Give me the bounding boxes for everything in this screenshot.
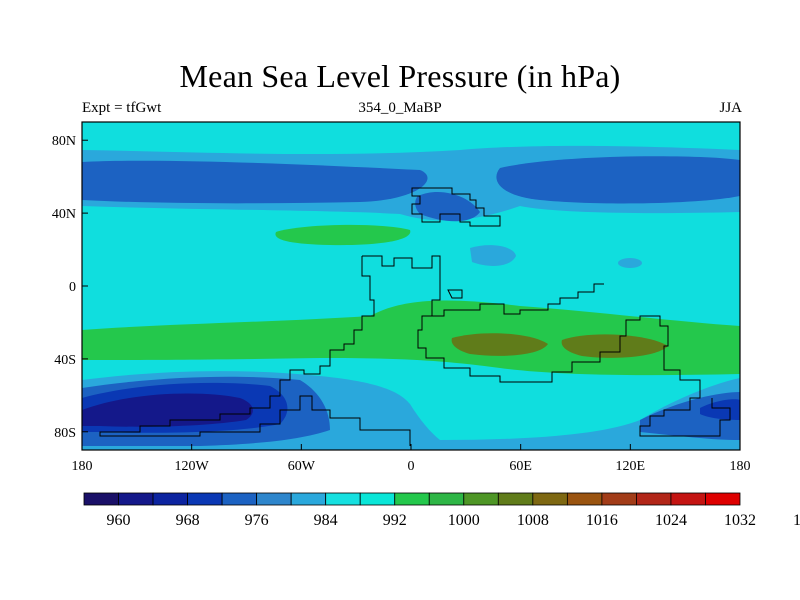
colorbar-swatch [463, 492, 499, 506]
colorbar-swatch [532, 492, 568, 506]
time-label: 354_0_MaBP [358, 100, 442, 116]
gondwana-west-coast [362, 255, 731, 437]
colorbar-swatch [636, 492, 672, 506]
south-high-core-east [561, 334, 668, 358]
asia-low [618, 258, 642, 268]
africa-low [470, 245, 516, 266]
northern-continent-coast [411, 187, 501, 227]
x-tick-label: 60E [509, 459, 532, 474]
south-high-core-west [451, 333, 548, 356]
x-tick-label: 120E [616, 459, 646, 474]
colorbar-swatch [221, 492, 258, 506]
y-tick-label: 80N [52, 134, 76, 149]
south-deepest-low [82, 393, 253, 427]
colorbar [83, 492, 741, 506]
colorbar-swatch [83, 492, 119, 506]
south-high-belt [82, 300, 740, 376]
colorbar-swatch [118, 492, 154, 506]
x-tick-label: 180 [730, 459, 751, 474]
map-title: Mean Sea Level Pressure (in hPa) [179, 58, 621, 94]
north-high [275, 224, 411, 246]
colorbar-swatch [394, 492, 430, 506]
y-tick-label: 40N [52, 207, 76, 222]
colorbar-swatch [705, 492, 741, 506]
coastlines [99, 187, 731, 446]
colorbar-label: 976 [245, 512, 269, 529]
colorbar-swatch [359, 492, 396, 506]
colorbar-swatch [428, 492, 465, 506]
pressure-field [82, 122, 740, 450]
colorbar-swatch [670, 492, 706, 506]
x-tick-label: 180 [72, 459, 93, 474]
south-deep-low [82, 382, 740, 433]
y-tick-label: 40S [54, 353, 76, 368]
colorbar-label: 1016 [586, 512, 618, 529]
y-axis: 80N 40N 0 40S 80S [52, 134, 88, 441]
colorbar-swatch [290, 492, 327, 506]
x-axis: 180 120W 60W 0 60E 120E 180 [72, 444, 751, 474]
colorbar-swatch [152, 492, 188, 506]
antarctic-coast [99, 256, 411, 446]
colorbar-label: 1024 [655, 512, 687, 529]
colorbar-label: 1008 [517, 512, 549, 529]
experiment-label: Expt = tfGwt [82, 100, 162, 116]
north-low-east [496, 156, 740, 204]
y-tick-label: 80S [54, 426, 76, 441]
gondwana-north-coast [432, 283, 604, 317]
colorbar-label: 1000 [448, 512, 480, 529]
colorbar-label: 1032 [724, 512, 756, 529]
colorbar-swatch [256, 492, 292, 506]
colorbar-label: 968 [176, 512, 200, 529]
colorbar-label: 960 [107, 512, 131, 529]
colorbar-swatch [497, 492, 534, 506]
y-tick-label: 0 [69, 280, 76, 295]
season-label: JJA [719, 100, 742, 116]
x-tick-label: 60W [288, 459, 316, 474]
x-tick-label: 120W [175, 459, 210, 474]
colorbar-labels: 960 968 976 984 992 1000 1008 1016 1024 1032 1040 [107, 512, 800, 529]
colorbar-label: 984 [314, 512, 338, 529]
colorbar-swatch [601, 492, 637, 506]
colorbar-swatch [187, 492, 223, 506]
island-coast [447, 289, 463, 299]
x-tick-label: 0 [408, 459, 415, 474]
north-low-west [82, 160, 428, 204]
colorbar-swatch [566, 492, 603, 506]
colorbar-label: 992 [383, 512, 407, 529]
colorbar-swatch [325, 492, 361, 506]
colorbar-label: 1040 [793, 512, 800, 529]
europe-low [415, 191, 480, 222]
